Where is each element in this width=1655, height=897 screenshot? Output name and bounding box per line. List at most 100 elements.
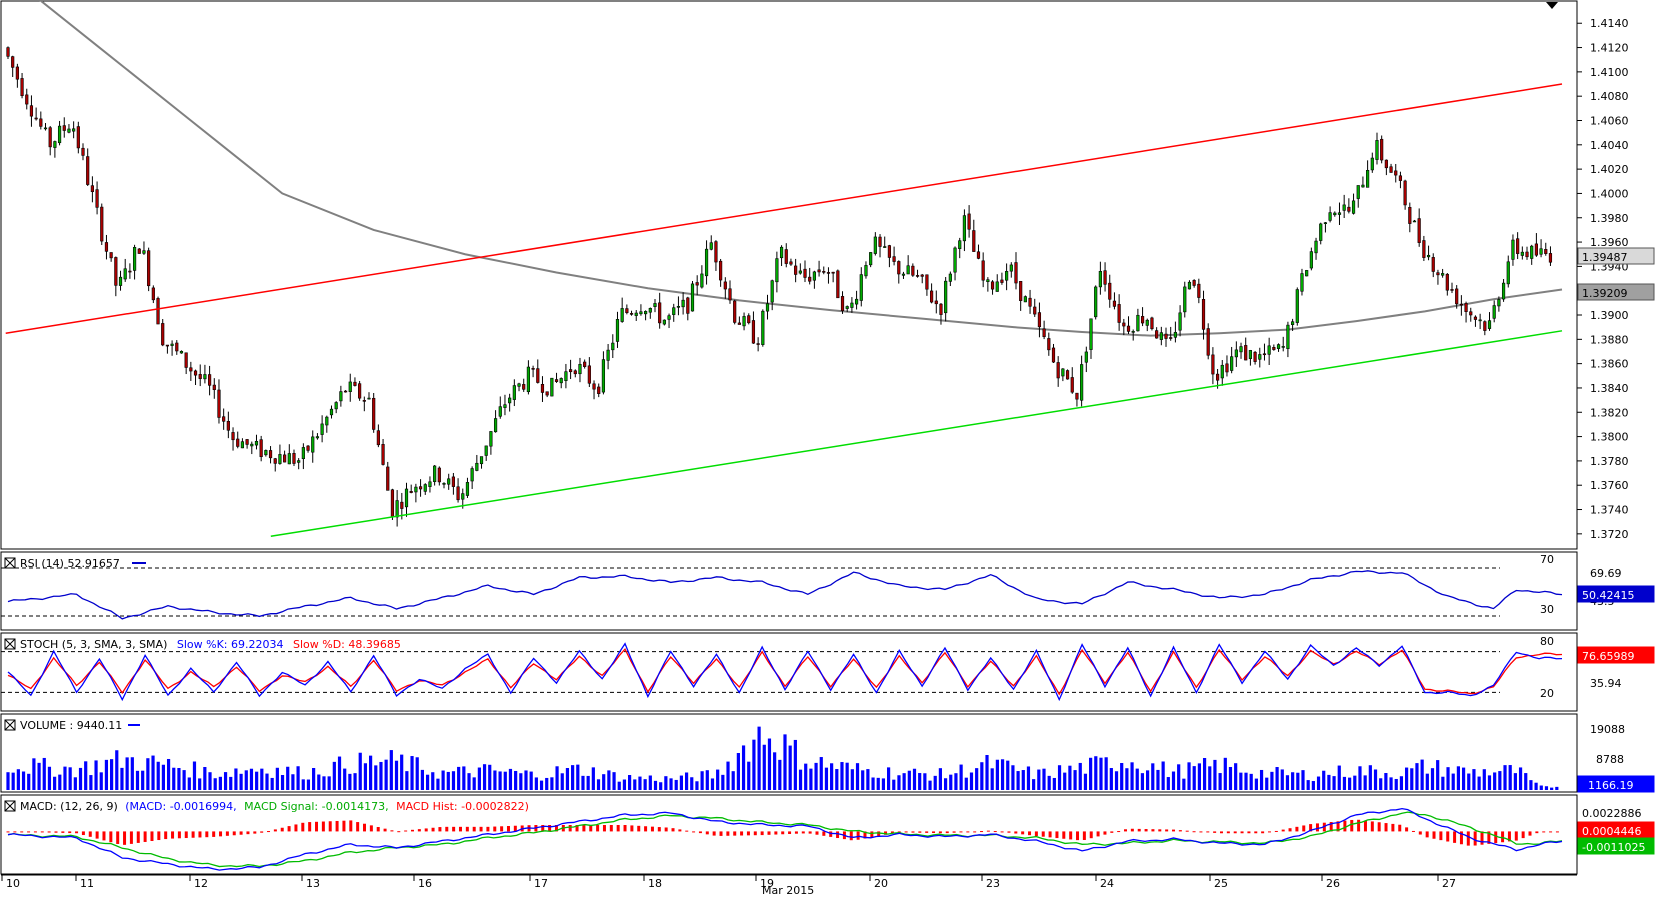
- candle-body: [892, 256, 896, 262]
- macd-hist-bar: [157, 831, 161, 841]
- macd-hist-bar: [321, 821, 325, 832]
- macd-hist-bar: [219, 831, 223, 837]
- price-tick-label: 1.4100: [1590, 66, 1629, 79]
- candle-body: [67, 128, 71, 133]
- price-panel-frame: [0, 0, 1578, 550]
- candle-body: [526, 366, 530, 393]
- macd-hist-bar: [1411, 830, 1415, 832]
- candle-body: [400, 501, 404, 509]
- volume-bar: [783, 734, 787, 790]
- macd-hist-bar: [698, 831, 702, 834]
- x-tick-label: 27: [1442, 877, 1456, 890]
- candle-body: [1497, 299, 1501, 307]
- volume-bar: [1539, 785, 1543, 790]
- macd-hist-bar: [1082, 831, 1086, 840]
- candle-body: [812, 271, 816, 281]
- candle-body: [212, 384, 216, 390]
- volume-bar: [912, 768, 917, 790]
- slow-k-line: [7, 642, 1563, 702]
- volume-bar: [498, 771, 502, 790]
- volume-bar: [835, 769, 839, 790]
- candle-body: [784, 249, 788, 264]
- macd-hist-bar: [904, 831, 908, 833]
- macd-hist-bar: [308, 822, 312, 832]
- macd-hist-bar: [938, 831, 942, 834]
- candle-body: [222, 416, 226, 422]
- macd-hist-bar: [1151, 829, 1155, 832]
- macd-hist-bar: [1398, 824, 1402, 832]
- candle-body: [147, 250, 151, 287]
- candle-body: [1412, 220, 1417, 223]
- volume-bar: [400, 754, 404, 790]
- candle-body: [1445, 273, 1449, 291]
- candle-body: [512, 385, 516, 400]
- candle-body: [1530, 245, 1534, 259]
- candle-body: [493, 418, 498, 433]
- macd-hist-bar: [1555, 831, 1559, 833]
- x-tick-label: 25: [1214, 877, 1228, 890]
- volume-bar: [1068, 765, 1072, 790]
- candle-body: [81, 147, 85, 156]
- volume-bar: [990, 768, 994, 790]
- volume-bar: [1057, 765, 1062, 790]
- volume-bar: [767, 738, 772, 790]
- macd-hist-bar: [808, 831, 812, 834]
- volume-bar: [270, 777, 274, 790]
- candle-body: [1197, 283, 1201, 298]
- macd-hist-bar: [1425, 831, 1429, 838]
- macd-hist-bar: [1048, 831, 1052, 838]
- macd-hist-bar: [890, 831, 894, 834]
- macd-hist-bar: [239, 831, 243, 835]
- macd-hist-bar: [1137, 828, 1141, 832]
- candle-body: [700, 273, 704, 288]
- macd-hist-bar: [417, 829, 421, 832]
- candle-body: [57, 125, 62, 144]
- volume-bar: [684, 772, 689, 790]
- macd-line: [7, 807, 1563, 871]
- sma-line-layer: [39, 1, 1563, 337]
- volume-bar: [539, 780, 544, 790]
- volume-bar: [628, 775, 632, 790]
- candle-body: [1487, 320, 1492, 329]
- candle-body: [90, 185, 94, 193]
- macd-hist-bar: [356, 822, 360, 832]
- candle-body: [704, 248, 709, 277]
- macd-hist-bar: [1549, 831, 1553, 833]
- candle-body: [306, 445, 310, 451]
- candle-body: [343, 390, 348, 393]
- macd-hist-bar: [1014, 831, 1018, 834]
- macd-hist-bar: [801, 831, 805, 834]
- volume-bar: [1487, 775, 1492, 790]
- candles-layer: [6, 46, 1553, 527]
- x-tick-label: 23: [986, 877, 1000, 890]
- candle-body: [1351, 200, 1356, 214]
- macd-hist-bar: [685, 830, 689, 832]
- macd-hist-bar: [918, 831, 922, 833]
- candle-body: [587, 365, 591, 384]
- price-tick-label: 1.3800: [1590, 431, 1629, 444]
- candle-body: [1511, 239, 1515, 260]
- macd-hist-bar: [760, 831, 764, 836]
- x-tick-label: 26: [1326, 877, 1340, 890]
- macd-hist-bar: [644, 826, 648, 832]
- candle-body: [826, 272, 831, 274]
- macd-hist-bar: [109, 831, 113, 843]
- candle-body: [254, 440, 259, 446]
- macd-hist-bar: [465, 826, 469, 832]
- macd-hist-bar: [925, 831, 929, 833]
- scroll-marker-icon[interactable]: [1546, 2, 1558, 9]
- candle-body: [658, 302, 662, 324]
- volume-bar: [446, 771, 450, 790]
- macd-hist-bar: [788, 831, 792, 834]
- macd-title-value: (MACD: -0.0016994,: [125, 800, 236, 813]
- volume-bar: [1550, 787, 1554, 790]
- volume-bar: [545, 777, 549, 790]
- volume-bar: [866, 769, 870, 790]
- volume-bar: [431, 772, 435, 790]
- volume-bar: [1368, 765, 1372, 790]
- macd-hist-bar: [1172, 829, 1175, 832]
- candle-body: [986, 279, 990, 283]
- macd-hist-bar: [815, 831, 819, 835]
- macd-hist-bar: [719, 831, 723, 836]
- candle-body: [747, 315, 751, 324]
